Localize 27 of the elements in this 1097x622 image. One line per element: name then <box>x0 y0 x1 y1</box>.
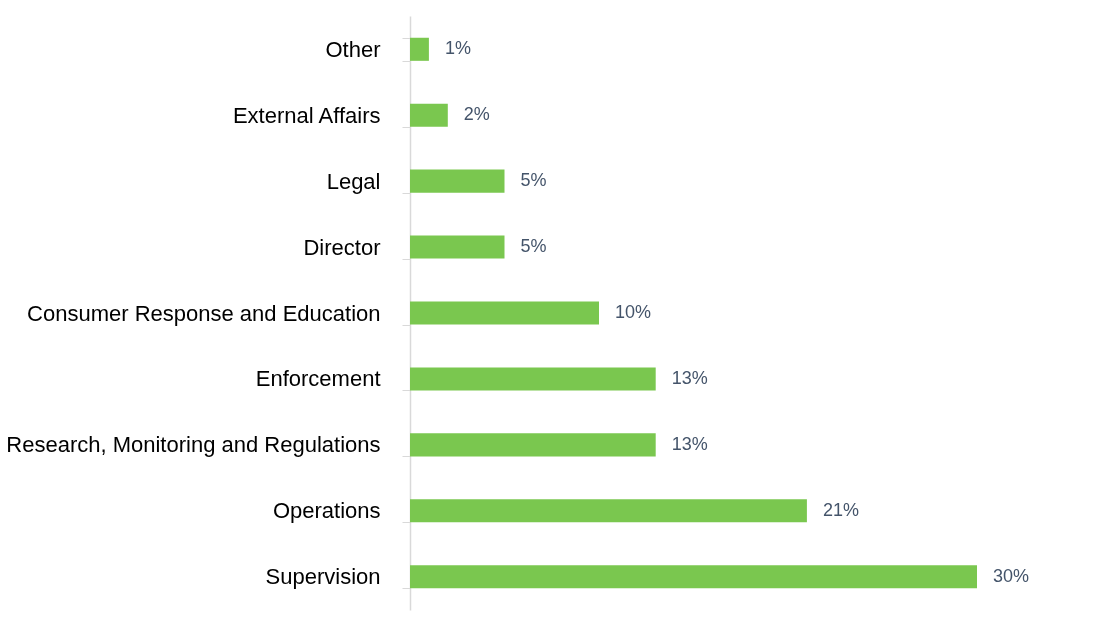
y-tick-label: Legal <box>326 168 381 194</box>
bar <box>410 103 448 127</box>
y-tick-label: Consumer Response and Education <box>27 300 381 326</box>
y-tick-label: Enforcement <box>255 366 381 392</box>
y-tick-label: Other <box>325 36 381 62</box>
bar <box>410 367 656 391</box>
data-label: 21% <box>822 499 859 520</box>
data-label: 1% <box>444 38 471 59</box>
y-tick-label: Director <box>303 234 381 260</box>
data-label: 5% <box>520 236 547 257</box>
bar <box>410 499 807 523</box>
bar <box>410 37 429 61</box>
data-label: 30% <box>993 565 1030 586</box>
y-tick-label: Research, Monitoring and Regulations <box>6 432 381 458</box>
data-label: 10% <box>615 302 652 322</box>
data-label: 13% <box>671 367 708 388</box>
data-label: 13% <box>671 433 708 454</box>
bar <box>410 301 599 325</box>
data-label: 2% <box>463 104 490 125</box>
y-tick-label: Supervision <box>265 564 381 590</box>
bar <box>410 433 656 457</box>
data-label: 5% <box>520 170 547 191</box>
bar <box>410 565 977 589</box>
y-tick-label: External Affairs <box>232 102 381 128</box>
bar <box>410 235 505 259</box>
y-tick-label: Operations <box>272 498 381 524</box>
bar <box>410 169 505 193</box>
